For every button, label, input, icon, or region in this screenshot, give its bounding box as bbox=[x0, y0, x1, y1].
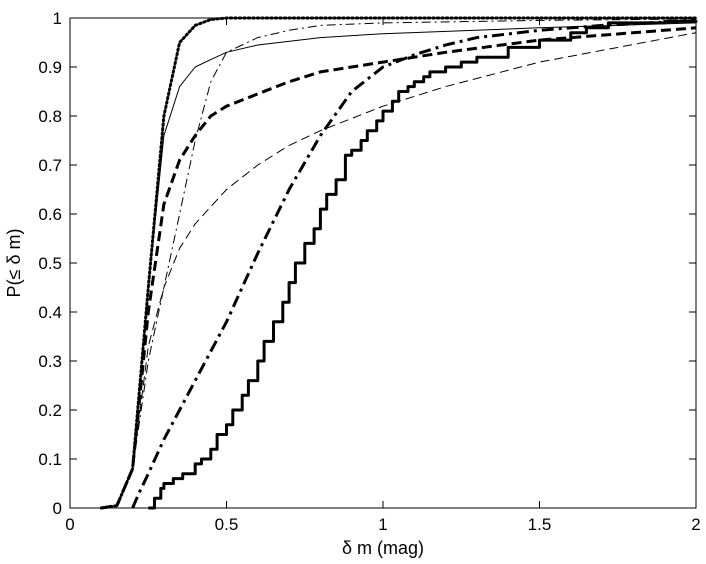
y-tick-label: 0 bbox=[53, 499, 62, 518]
y-tick-label: 0.5 bbox=[38, 254, 62, 273]
y-tick-label: 0.2 bbox=[38, 401, 62, 420]
y-tick-label: 0.1 bbox=[38, 450, 62, 469]
x-tick-label: 2 bbox=[691, 515, 700, 534]
series-line-5-dashed-thin bbox=[101, 32, 697, 509]
y-tick-label: 0.3 bbox=[38, 352, 62, 371]
y-tick-label: 0.7 bbox=[38, 156, 62, 175]
series-line-4-dashed-thick bbox=[101, 26, 697, 510]
y-tick-label: 1 bbox=[53, 9, 62, 28]
series-layer bbox=[99, 16, 698, 510]
y-tick-label: 0.6 bbox=[38, 205, 62, 224]
plot-frame bbox=[69, 17, 697, 509]
y-axis-ticks: 0 0.1 0.2 0.3 0.4 0.5 0.6 0.7 0.8 0.9 1 bbox=[38, 9, 696, 518]
series-line-6-dashdot-thick bbox=[131, 18, 697, 509]
x-tick-label: 1 bbox=[378, 515, 387, 534]
y-axis-label: P(≤ δ m) bbox=[4, 229, 24, 298]
series-line-3-dashdot-thin bbox=[101, 18, 697, 509]
series-line-2-solid-thin bbox=[101, 22, 697, 509]
series-line-7-step-thick bbox=[148, 19, 698, 510]
y-tick-label: 0.8 bbox=[38, 107, 62, 126]
x-tick-label: 0.5 bbox=[215, 515, 239, 534]
y-tick-label: 0.4 bbox=[38, 303, 62, 322]
y-tick-label: 0.9 bbox=[38, 58, 62, 77]
x-axis-ticks: 0 0.5 1 1.5 2 bbox=[65, 18, 701, 534]
x-tick-label: 0 bbox=[65, 515, 74, 534]
x-axis-label: δ m (mag) bbox=[342, 538, 424, 558]
x-tick-label: 1.5 bbox=[528, 515, 552, 534]
